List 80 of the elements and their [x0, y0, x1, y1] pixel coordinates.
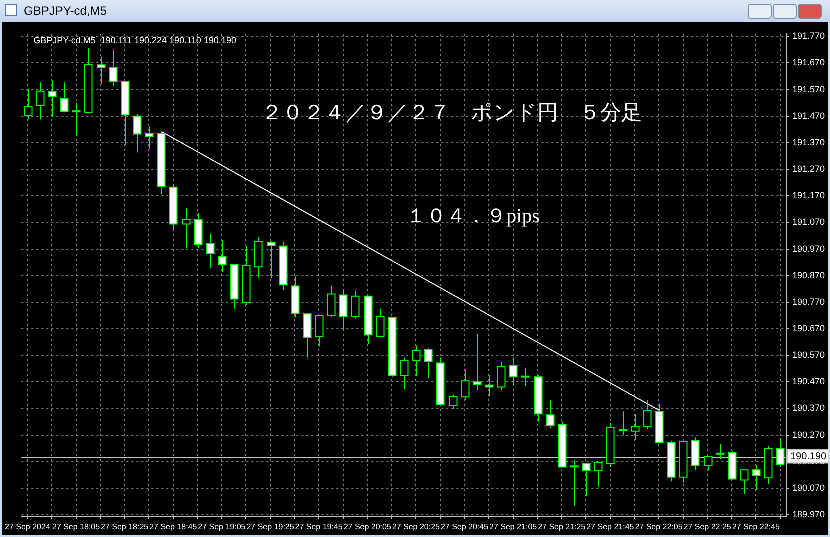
candlestick — [740, 470, 749, 495]
y-tick-label: 191.370 — [792, 137, 826, 148]
x-tick-label: 27 Sep 21:45 — [586, 522, 635, 532]
y-tick-label: 191.470 — [792, 110, 826, 121]
candlestick — [509, 357, 518, 386]
candlestick — [60, 82, 69, 114]
y-tick-label: 191.770 — [792, 31, 826, 42]
candlestick — [339, 290, 348, 330]
candlestick — [631, 414, 640, 441]
candlestick — [752, 465, 761, 491]
candlestick — [424, 348, 433, 380]
candlestick — [267, 241, 276, 279]
x-tick-label: 27 Sep 20:45 — [440, 522, 490, 532]
x-tick-label: 27 Sep 2024 — [5, 522, 51, 532]
candlestick — [97, 56, 106, 85]
candlestick — [24, 88, 33, 120]
candlestick — [582, 464, 591, 497]
y-tick-label: 190.370 — [792, 403, 826, 414]
candlestick — [145, 126, 154, 150]
y-tick-label: 191.670 — [792, 58, 826, 68]
candlestick — [594, 462, 603, 488]
y-tick-label: 191.570 — [792, 84, 826, 94]
candlestick — [303, 314, 312, 358]
x-tick-label: 27 Sep 22:25 — [684, 522, 732, 532]
x-tick-label: 27 Sep 22:05 — [635, 522, 684, 532]
candlestick — [776, 437, 785, 468]
candlestick — [48, 80, 57, 117]
x-tick-label: 27 Sep 19:25 — [246, 522, 295, 532]
candlestick — [351, 290, 360, 320]
y-tick-label: 190.470 — [792, 376, 826, 387]
candlestick — [376, 308, 385, 338]
candlestick — [182, 208, 191, 250]
candlestick — [36, 82, 45, 120]
candlestick — [72, 102, 81, 138]
x-tick-label: 27 Sep 19:45 — [295, 522, 344, 532]
y-tick-label: 190.570 — [792, 350, 826, 360]
y-tick-label: 190.970 — [792, 244, 826, 254]
candlestick — [327, 285, 336, 318]
candlestick — [218, 240, 227, 273]
candlestick — [570, 460, 579, 507]
candlestick — [643, 399, 652, 430]
x-tick-label: 27 Sep 20:05 — [344, 522, 392, 532]
candlestick — [716, 444, 725, 460]
candlestick — [400, 357, 409, 390]
candlestick — [461, 370, 470, 400]
candlestick — [133, 114, 142, 154]
annotation: GBPJPY-cd,M5 190.111 190.224 190.110 190.190 — [34, 35, 236, 46]
x-tick-label: 27 Sep 22:45 — [732, 522, 780, 532]
candlestick — [546, 400, 555, 429]
y-tick-label: 189.970 — [792, 510, 826, 520]
x-tick-label: 27 Sep 21:25 — [538, 522, 586, 532]
annotation: １０４．９pips — [406, 205, 540, 228]
candlestick — [704, 456, 713, 471]
y-tick-label: 190.770 — [792, 296, 826, 307]
candlestick — [497, 361, 506, 391]
x-tick-label: 27 Sep 18:25 — [101, 522, 150, 532]
y-tick-label: 190.870 — [792, 270, 826, 280]
y-tick-label: 191.170 — [792, 190, 826, 201]
x-tick-label: 27 Sep 19:05 — [198, 522, 246, 532]
y-tick-label: 190.270 — [792, 430, 826, 440]
candlestick — [109, 49, 118, 88]
y-tick-label: 191.070 — [792, 217, 826, 228]
candlestick — [485, 375, 494, 398]
x-tick-label: 27 Sep 18:05 — [52, 522, 101, 532]
candlestick — [412, 345, 421, 377]
x-tick-label: 27 Sep 21:05 — [490, 522, 538, 532]
candlestick — [449, 394, 458, 410]
y-tick-label: 190.070 — [792, 482, 826, 493]
x-tick-label: 27 Sep 20:25 — [392, 522, 441, 532]
candlestick — [619, 411, 628, 436]
candlestick — [473, 334, 482, 390]
y-tick-label: 190.670 — [792, 324, 826, 334]
chart-title: GBPJPY-cd,M5 — [24, 4, 107, 18]
candlestick — [315, 314, 324, 348]
candlestick — [521, 367, 530, 387]
annotation: ２０２４／９／２７ ポンド円 ５分足 — [262, 100, 643, 125]
candlestick — [206, 233, 215, 269]
ref-line-label: 190.190 — [790, 451, 828, 462]
x-tick-label: 27 Sep 18:45 — [150, 522, 198, 532]
y-tick-label: 191.270 — [792, 164, 826, 174]
